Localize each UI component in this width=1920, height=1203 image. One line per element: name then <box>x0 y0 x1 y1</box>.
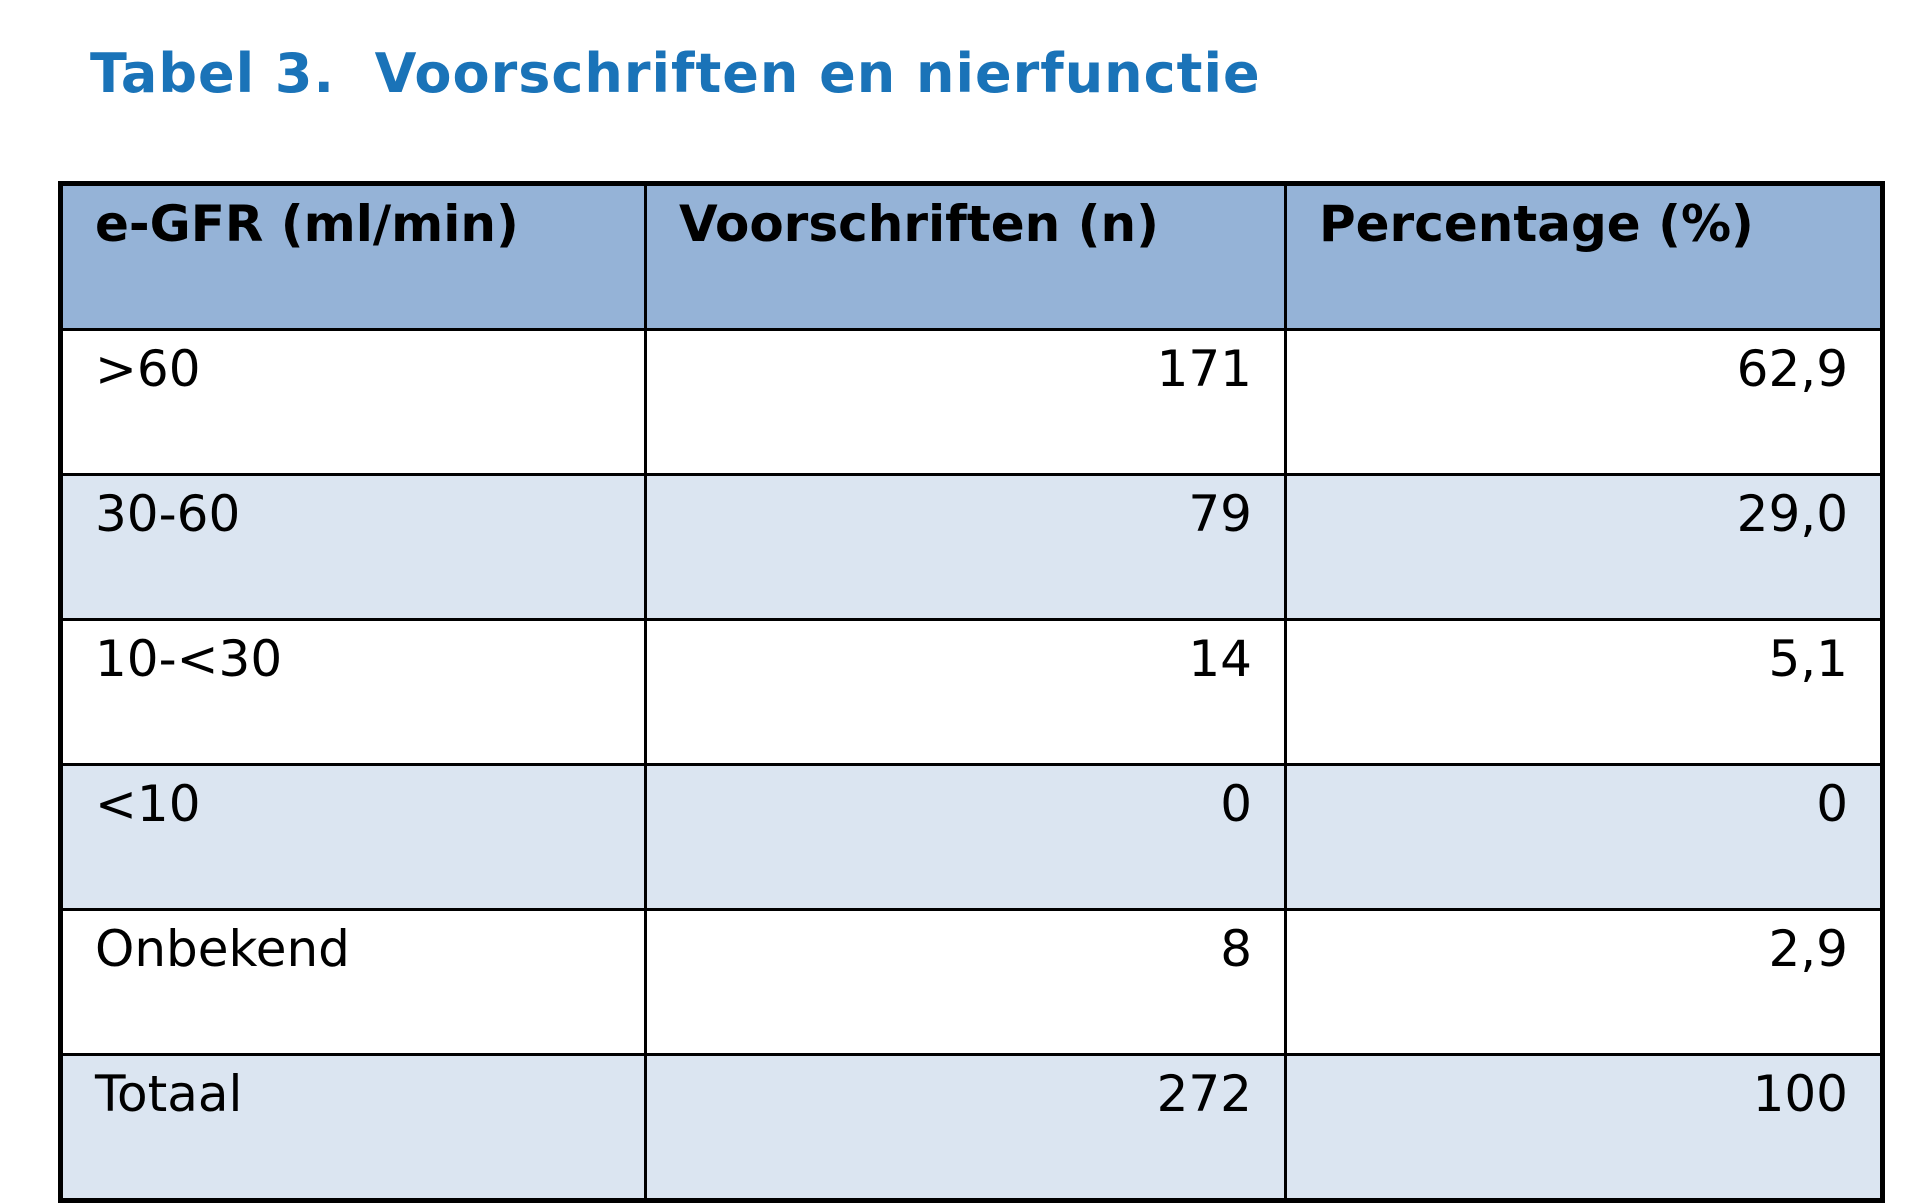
column-header-prescriptions: Voorschriften (n) <box>644 182 1287 331</box>
table-total-row: Totaal 272 100 <box>59 1053 1884 1202</box>
egfr-cell: >60 <box>59 328 647 476</box>
table-row: >60 171 62,9 <box>59 328 1884 476</box>
prescriptions-cell: 0 <box>644 763 1287 911</box>
total-label-cell: Totaal <box>59 1053 647 1202</box>
table-row: 10-<30 14 5,1 <box>59 618 1884 766</box>
column-header-egfr: e-GFR (ml/min) <box>59 182 647 331</box>
percentage-cell: 29,0 <box>1284 473 1884 621</box>
kidney-function-table: e-GFR (ml/min) Voorschriften (n) Percent… <box>58 181 1885 1203</box>
egfr-cell: 30-60 <box>59 473 647 621</box>
table-header-row: e-GFR (ml/min) Voorschriften (n) Percent… <box>59 182 1884 331</box>
percentage-cell: 5,1 <box>1284 618 1884 766</box>
prescriptions-cell: 79 <box>644 473 1287 621</box>
percentage-cell: 2,9 <box>1284 908 1884 1056</box>
egfr-cell: 10-<30 <box>59 618 647 766</box>
total-percentage-cell: 100 <box>1284 1053 1884 1202</box>
percentage-cell: 0 <box>1284 763 1884 911</box>
table-row: 30-60 79 29,0 <box>59 473 1884 621</box>
egfr-cell: Onbekend <box>59 908 647 1056</box>
column-header-percentage: Percentage (%) <box>1284 182 1884 331</box>
prescriptions-cell: 8 <box>644 908 1287 1056</box>
total-prescriptions-cell: 272 <box>644 1053 1287 1202</box>
table-title: Tabel 3. Voorschriften en nierfunctie <box>90 42 1261 105</box>
prescriptions-cell: 14 <box>644 618 1287 766</box>
table-row: Onbekend 8 2,9 <box>59 908 1884 1056</box>
prescriptions-cell: 171 <box>644 328 1287 476</box>
percentage-cell: 62,9 <box>1284 328 1884 476</box>
table-row: <10 0 0 <box>59 763 1884 911</box>
egfr-cell: <10 <box>59 763 647 911</box>
